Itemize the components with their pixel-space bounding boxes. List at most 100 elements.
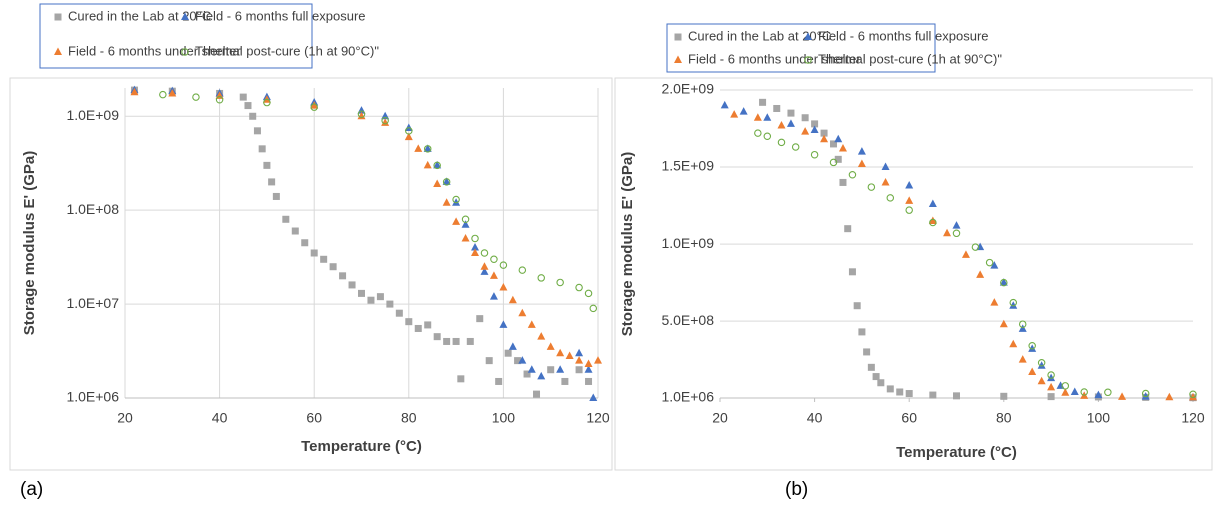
data-point xyxy=(537,274,545,282)
data-point xyxy=(829,158,838,167)
data-point xyxy=(1061,388,1070,396)
data-point xyxy=(1037,361,1046,369)
x-tick-label: 20 xyxy=(712,410,728,426)
data-point xyxy=(508,295,517,304)
data-point xyxy=(282,215,290,223)
data-point xyxy=(461,220,470,228)
data-point xyxy=(357,110,366,119)
data-point xyxy=(753,113,762,121)
data-point xyxy=(490,255,498,264)
data-point xyxy=(339,272,347,280)
data-point xyxy=(466,337,474,345)
data-point xyxy=(999,319,1008,328)
data-point xyxy=(848,268,856,276)
data-point xyxy=(546,342,555,350)
data-point xyxy=(720,100,729,109)
data-point xyxy=(857,147,866,155)
data-point xyxy=(881,177,890,186)
x-axis-title: Temperature (°C) xyxy=(896,444,1017,461)
data-point xyxy=(575,366,583,374)
data-point xyxy=(990,261,999,269)
data-point xyxy=(527,365,536,373)
data-point xyxy=(1000,392,1008,400)
data-point xyxy=(381,116,389,125)
data-point xyxy=(905,181,914,189)
data-point xyxy=(508,342,517,350)
data-point xyxy=(1189,390,1197,399)
y-tick-label: 1.0E+09 xyxy=(661,235,714,251)
data-point xyxy=(556,365,565,373)
data-point xyxy=(811,120,819,128)
data-point xyxy=(575,283,583,292)
data-point xyxy=(820,134,829,143)
data-point xyxy=(1104,388,1112,397)
data-point xyxy=(263,161,271,169)
legend-marker xyxy=(674,55,682,63)
x-tick-label: 60 xyxy=(901,410,917,426)
data-point xyxy=(810,150,819,159)
data-point xyxy=(480,249,489,257)
data-point xyxy=(452,217,461,225)
y-axis-title: Storage modulus E' (GPa) xyxy=(619,152,636,336)
data-point xyxy=(754,129,762,137)
x-tick-label: 20 xyxy=(117,410,133,426)
data-point xyxy=(905,196,914,204)
data-point xyxy=(499,320,508,328)
y-tick-label: 2.0E+09 xyxy=(661,81,714,97)
legend-marker xyxy=(804,32,812,40)
data-point xyxy=(1018,355,1027,363)
data-point xyxy=(381,118,390,126)
legend-marker xyxy=(54,13,62,21)
data-point xyxy=(1047,382,1056,391)
data-point xyxy=(239,93,247,101)
x-axis-title: Temperature (°C) xyxy=(301,438,422,455)
data-point xyxy=(801,127,810,135)
data-point xyxy=(886,194,895,202)
data-point xyxy=(1141,392,1150,400)
data-point xyxy=(433,179,442,188)
data-point xyxy=(376,293,384,301)
data-point xyxy=(881,162,890,171)
data-point xyxy=(1070,387,1079,395)
data-point xyxy=(130,87,139,96)
data-point xyxy=(556,278,564,287)
data-point xyxy=(1047,393,1055,401)
data-point xyxy=(561,377,569,385)
data-point xyxy=(896,388,904,396)
data-point xyxy=(395,309,403,317)
panel-label: (a) xyxy=(20,479,43,500)
data-point xyxy=(589,304,598,313)
data-point xyxy=(777,120,786,129)
y-axis-title: Storage modulus E' (GPa) xyxy=(21,151,38,335)
data-point xyxy=(291,227,299,235)
data-point xyxy=(537,332,546,340)
data-point xyxy=(584,359,593,368)
x-tick-label: 80 xyxy=(996,410,1012,426)
y-tick-label: 1.0E+07 xyxy=(66,295,119,311)
data-point xyxy=(999,278,1008,286)
data-point xyxy=(834,155,842,163)
data-point xyxy=(348,281,356,289)
data-point xyxy=(457,375,465,383)
data-point xyxy=(1165,392,1174,401)
data-point xyxy=(759,98,767,106)
data-point xyxy=(739,107,748,115)
data-point xyxy=(485,357,493,365)
data-point xyxy=(791,143,800,151)
data-point xyxy=(244,102,252,110)
data-point xyxy=(730,110,739,118)
data-point xyxy=(215,95,224,104)
data-point xyxy=(480,262,489,270)
data-point xyxy=(480,267,489,275)
y-tick-label: 5.0E+08 xyxy=(661,312,714,328)
data-point xyxy=(423,144,432,152)
data-point xyxy=(527,320,536,328)
data-point xyxy=(499,261,508,269)
x-tick-label: 100 xyxy=(492,410,516,426)
data-point xyxy=(471,243,480,251)
data-point xyxy=(414,144,423,152)
data-point xyxy=(575,348,584,357)
data-point xyxy=(452,195,460,204)
x-tick-label: 120 xyxy=(586,410,610,426)
data-point xyxy=(976,270,985,278)
